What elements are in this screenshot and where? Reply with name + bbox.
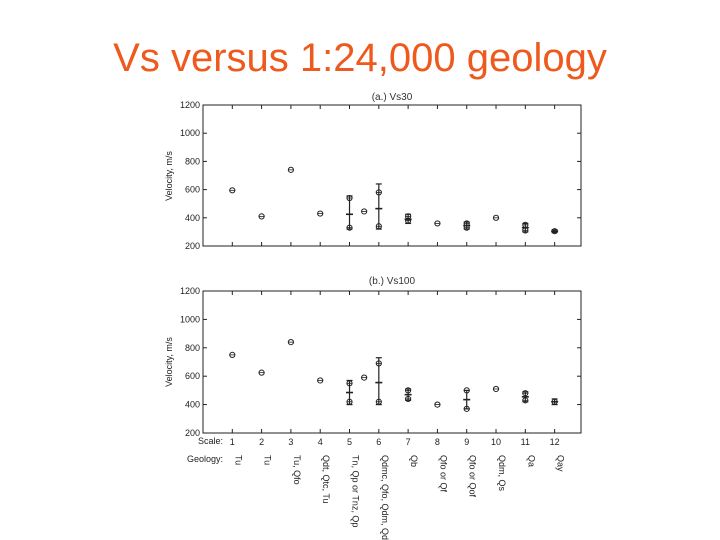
geology-label: Qdm, Qs xyxy=(497,455,507,492)
scale-label: 2 xyxy=(259,437,264,447)
panel-a-ytick-label: 800 xyxy=(185,156,200,166)
panel-b-ytick-label: 400 xyxy=(185,400,200,410)
geology-label: Qfo or Qof xyxy=(468,455,478,498)
scale-label: 1 xyxy=(230,437,235,447)
panel-b-ytick-label: 1200 xyxy=(180,286,200,296)
panel-a-ytick-label: 600 xyxy=(185,185,200,195)
panel-b-ylabel: Velocity, m/s xyxy=(164,337,174,387)
panel-a-ylabel: Velocity, m/s xyxy=(164,151,174,201)
geology-label: Tu xyxy=(263,455,273,465)
panel-b: (b.) Vs100 Velocity, m/s Scale: Geology:… xyxy=(164,276,582,540)
scale-label: 10 xyxy=(491,437,501,447)
panel-a-ytick-label: 1000 xyxy=(180,128,200,138)
panel-b-ytick-label: 1000 xyxy=(180,314,200,324)
scale-label: 6 xyxy=(376,437,381,447)
panel-a-title: (a.) Vs30 xyxy=(372,92,413,103)
geology-row-label: Geology: xyxy=(187,454,223,464)
panel-a-ytick-label: 200 xyxy=(185,241,200,251)
scale-label: 4 xyxy=(318,437,323,447)
panel-a-ytick-label: 400 xyxy=(185,213,200,223)
geology-label: Tu, Qfo xyxy=(292,455,302,485)
panel-b-title: (b.) Vs100 xyxy=(369,276,416,287)
scale-label: 7 xyxy=(406,437,411,447)
panel-b-ytick-label: 200 xyxy=(185,428,200,438)
panel-b-ytick-label: 600 xyxy=(185,371,200,381)
panel-a-frame xyxy=(202,104,582,247)
scale-label: 12 xyxy=(550,437,560,447)
scale-label: 11 xyxy=(521,437,530,447)
geology-label: Qa xyxy=(526,455,536,467)
geology-label: Qdt, Qtc, Tu xyxy=(321,455,331,504)
scale-label: 5 xyxy=(347,437,352,447)
geology-label: Qay xyxy=(556,455,566,472)
geology-label: Tu xyxy=(233,455,243,465)
panel-a-marks: 200 400 600 800 1000 1200 xyxy=(180,100,581,251)
scale-row-label: Scale: xyxy=(198,436,223,446)
scale-label: 9 xyxy=(464,437,469,447)
geology-label: Qfo or Qf xyxy=(438,455,448,493)
panel-a-ytick-label: 1200 xyxy=(180,100,200,110)
geology-label: Qb xyxy=(409,455,419,467)
slide-title: Vs versus 1:24,000 geology xyxy=(113,36,607,80)
panel-b-ytick-label: 800 xyxy=(185,343,200,353)
panel-a: (a.) Vs30 Velocity, m/s 200 400 600 800 1000… xyxy=(164,92,582,251)
panel-b-frame xyxy=(202,290,582,434)
scale-label: 8 xyxy=(435,437,440,447)
geology-label: Tn, Qp or Tnz, Qp xyxy=(351,455,361,527)
scale-label: 3 xyxy=(288,437,293,447)
geology-label: Qdmc, Qfo, Qdm, Qds xyxy=(380,455,390,540)
